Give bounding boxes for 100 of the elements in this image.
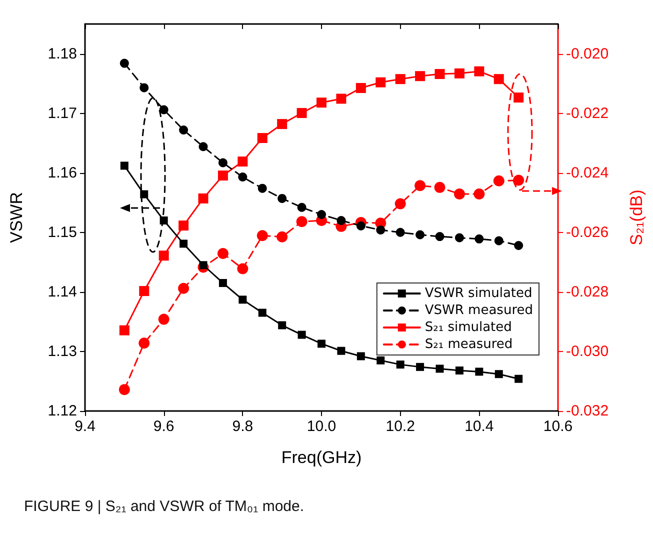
point bbox=[218, 278, 227, 287]
point bbox=[159, 105, 168, 114]
point bbox=[337, 346, 346, 355]
y-tick-label: 1.13 bbox=[48, 342, 77, 360]
point bbox=[494, 236, 504, 246]
point bbox=[513, 174, 524, 186]
point bbox=[198, 193, 208, 204]
point bbox=[475, 368, 484, 376]
y-tick-label: 1.14 bbox=[48, 283, 77, 300]
point bbox=[278, 194, 287, 203]
x-tick-label: 9.6 bbox=[153, 418, 174, 435]
point bbox=[198, 142, 208, 152]
point bbox=[454, 68, 464, 78]
point bbox=[120, 162, 128, 170]
y-tick-label: 1.12 bbox=[48, 402, 77, 420]
legend-label: VSWR simulated bbox=[424, 286, 532, 301]
point bbox=[140, 190, 148, 198]
point bbox=[336, 216, 346, 225]
y2-axis-title: S₂₁(dB) bbox=[627, 190, 646, 246]
point bbox=[356, 83, 366, 94]
x-tick-label: 10.0 bbox=[306, 418, 336, 435]
point bbox=[199, 261, 208, 270]
point bbox=[474, 66, 484, 76]
y-tick-label: 1.17 bbox=[48, 104, 77, 122]
caption: FIGURE 9 | S₂₁ and VSWR of TM₀₁ mode. bbox=[24, 498, 304, 515]
point bbox=[139, 286, 150, 296]
point bbox=[414, 180, 426, 192]
point bbox=[258, 184, 267, 193]
point bbox=[396, 360, 404, 369]
point bbox=[436, 364, 444, 373]
point bbox=[494, 370, 503, 378]
point bbox=[494, 74, 504, 84]
point bbox=[238, 172, 248, 182]
point bbox=[120, 58, 129, 68]
point bbox=[258, 308, 266, 317]
point bbox=[455, 366, 464, 375]
x-tick-label: 10.2 bbox=[386, 418, 415, 435]
point bbox=[277, 119, 288, 130]
legend-label: S₂₁ simulated bbox=[424, 320, 512, 335]
point bbox=[318, 340, 326, 348]
point bbox=[179, 125, 188, 134]
y2-tick-label: -0.032 bbox=[566, 402, 609, 420]
point bbox=[118, 384, 130, 396]
point bbox=[434, 69, 445, 80]
point bbox=[180, 240, 188, 248]
legend-label: VSWR measured bbox=[424, 303, 534, 318]
point bbox=[238, 296, 247, 304]
x-tick-label: 10.6 bbox=[543, 418, 573, 435]
x-tick-label: 9.8 bbox=[232, 418, 254, 435]
point bbox=[276, 231, 288, 242]
point bbox=[394, 198, 406, 210]
y-tick-label: 1.18 bbox=[48, 45, 77, 62]
point bbox=[296, 108, 307, 118]
y-tick-label: 1.15 bbox=[48, 224, 77, 241]
point bbox=[336, 94, 346, 104]
point bbox=[256, 230, 268, 242]
point bbox=[415, 71, 426, 82]
y-tick-label: 1.16 bbox=[48, 164, 77, 182]
point bbox=[218, 158, 228, 168]
x-axis-title: Freq(GHz) bbox=[281, 448, 362, 467]
y2-tick-label: -0.026 bbox=[566, 224, 609, 241]
legend-label: S₂₁ measured bbox=[424, 337, 513, 352]
point bbox=[376, 226, 386, 234]
point bbox=[493, 175, 504, 186]
point bbox=[317, 210, 326, 220]
point bbox=[474, 188, 485, 200]
point bbox=[454, 188, 465, 200]
point bbox=[376, 77, 386, 88]
point bbox=[356, 352, 365, 360]
y-axis-title: VSWR bbox=[7, 192, 26, 243]
point bbox=[238, 156, 248, 167]
y2-tick-label: -0.030 bbox=[566, 342, 609, 360]
point bbox=[140, 83, 149, 92]
point bbox=[218, 170, 228, 181]
point bbox=[217, 248, 228, 260]
y2-tick-label: -0.028 bbox=[566, 283, 609, 300]
point bbox=[514, 374, 523, 383]
point bbox=[316, 98, 326, 108]
y2-tick-label: -0.022 bbox=[566, 104, 609, 122]
point bbox=[119, 325, 130, 336]
point bbox=[298, 330, 306, 339]
point bbox=[138, 338, 150, 349]
point bbox=[297, 202, 306, 212]
point bbox=[416, 362, 424, 371]
point bbox=[434, 182, 446, 193]
point bbox=[396, 228, 405, 237]
point bbox=[376, 356, 385, 364]
point bbox=[178, 220, 189, 231]
point bbox=[158, 250, 169, 261]
x-tick-label: 9.4 bbox=[74, 418, 96, 435]
point bbox=[514, 240, 524, 250]
point bbox=[474, 234, 484, 244]
point bbox=[158, 314, 170, 325]
point bbox=[278, 321, 286, 330]
point bbox=[435, 232, 444, 242]
point bbox=[178, 282, 190, 294]
point bbox=[356, 221, 366, 230]
point bbox=[514, 92, 524, 103]
point bbox=[395, 74, 406, 84]
x-tick-label: 10.4 bbox=[464, 418, 494, 435]
